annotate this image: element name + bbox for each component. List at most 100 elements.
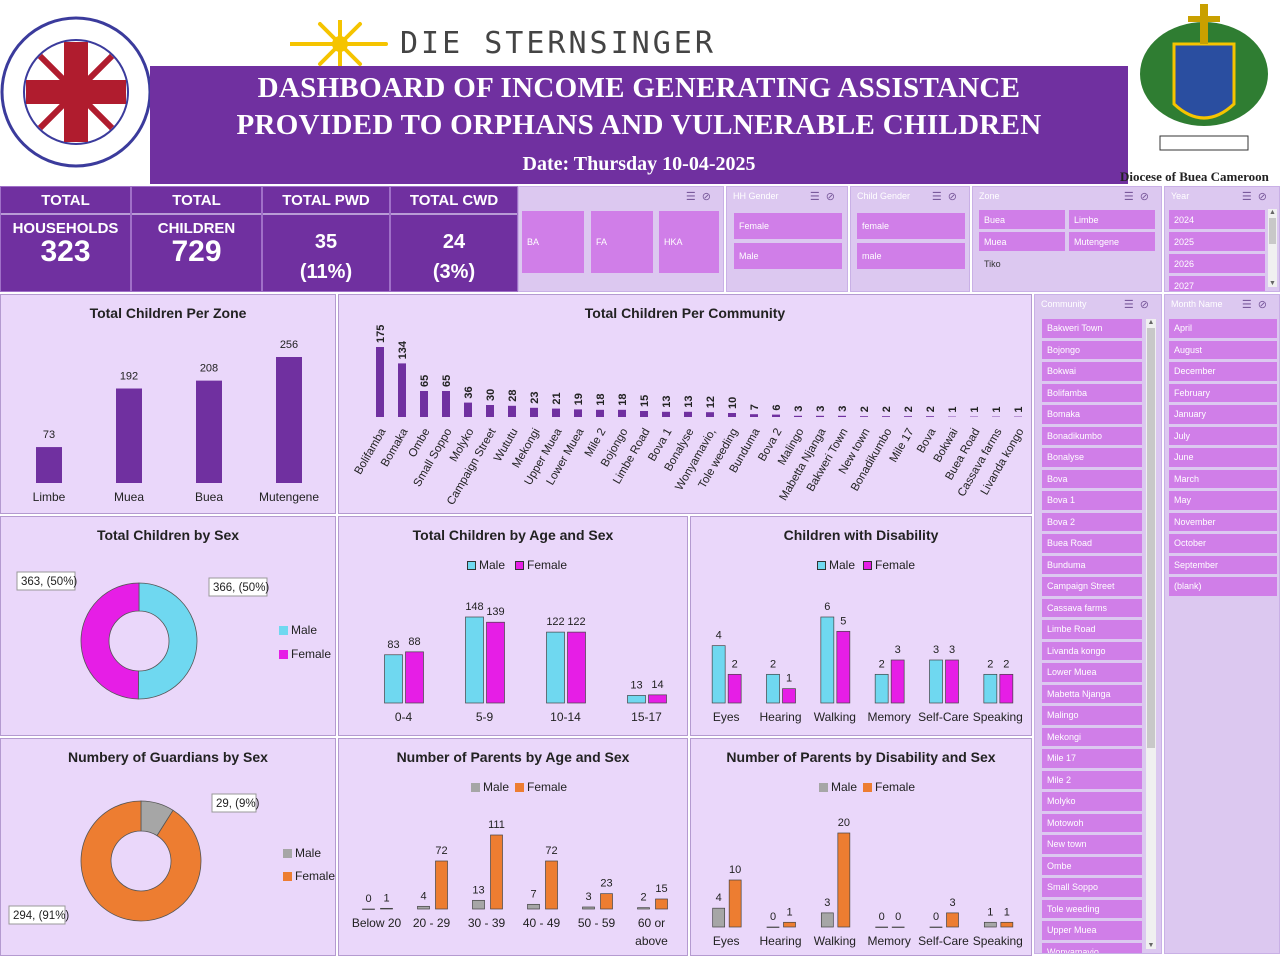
community-item[interactable]: Bomaka: [1042, 405, 1142, 424]
slicer-item-muea[interactable]: Muea: [979, 232, 1065, 251]
community-item[interactable]: Small Soppo: [1042, 878, 1142, 897]
chevron-up-icon[interactable]: ▲: [1269, 209, 1276, 216]
slicer-item-tiko[interactable]: Tiko: [984, 258, 1001, 269]
month-item[interactable]: January: [1169, 405, 1277, 424]
community-item[interactable]: Wonyamavio: [1042, 942, 1142, 953]
month-item[interactable]: October: [1169, 534, 1277, 553]
bar-male: [527, 903, 540, 910]
chart-title: Number of Parents by Age and Sex: [396, 749, 630, 765]
multi-select-icon[interactable]: ☰: [685, 191, 702, 203]
community-item[interactable]: Motowoh: [1042, 813, 1142, 832]
multi-select-icon[interactable]: ☰: [809, 191, 826, 203]
community-item[interactable]: Bokwai: [1042, 362, 1142, 381]
slicer-item-female[interactable]: female: [857, 213, 965, 239]
community-item[interactable]: New town: [1042, 835, 1142, 854]
filter-icon[interactable]: ⊘: [1257, 299, 1273, 311]
slicer-item-buea[interactable]: Buea: [979, 210, 1065, 229]
data-label: 2: [640, 892, 646, 904]
community-item[interactable]: Lower Muea: [1042, 663, 1142, 682]
community-item[interactable]: Bolifamba: [1042, 383, 1142, 402]
community-item[interactable]: Bojongo: [1042, 340, 1142, 359]
community-scrollbar[interactable]: ▲ ▼: [1146, 319, 1156, 949]
filter-icon[interactable]: ⊘: [701, 191, 717, 203]
community-item[interactable]: Limbe Road: [1042, 620, 1142, 639]
slicer-item-mutengene[interactable]: Mutengene: [1069, 232, 1155, 251]
chevron-down-icon[interactable]: ▼: [1147, 942, 1155, 949]
community-item[interactable]: Livanda kongo: [1042, 641, 1142, 660]
slicer-hh-gender: HH Gender ☰⊘ Female Male: [726, 186, 848, 292]
community-item[interactable]: Cassava farms: [1042, 598, 1142, 617]
community-item[interactable]: Bova 2: [1042, 512, 1142, 531]
community-item[interactable]: Bakweri Town: [1042, 319, 1142, 338]
data-label: 2: [879, 658, 885, 670]
slicer-item-hka[interactable]: HKA: [659, 211, 719, 273]
filter-icon[interactable]: ⊘: [1139, 299, 1155, 311]
slicer-item-male[interactable]: male: [857, 243, 965, 269]
data-label: 13: [683, 396, 695, 408]
community-item[interactable]: Mile 2: [1042, 770, 1142, 789]
data-label: 2: [925, 406, 937, 412]
slicer-item-2025[interactable]: 2025: [1169, 232, 1265, 251]
community-item[interactable]: Tole weeding: [1042, 899, 1142, 918]
slicer-item-2026[interactable]: 2026: [1169, 254, 1265, 273]
community-item[interactable]: Mekongi: [1042, 727, 1142, 746]
data-label: 4: [716, 630, 722, 642]
community-item[interactable]: Mile 17: [1042, 749, 1142, 768]
filter-icon[interactable]: ⊘: [825, 191, 841, 203]
multi-select-icon[interactable]: ☰: [1123, 299, 1140, 311]
month-item[interactable]: September: [1169, 555, 1277, 574]
community-item[interactable]: Molyko: [1042, 792, 1142, 811]
multi-select-icon[interactable]: ☰: [1123, 191, 1140, 203]
multi-select-icon[interactable]: ☰: [1241, 191, 1258, 203]
filter-icon[interactable]: ⊘: [1139, 191, 1155, 203]
year-scrollbar[interactable]: ▲ ▼: [1268, 209, 1277, 287]
scroll-thumb[interactable]: [1269, 218, 1276, 244]
month-item[interactable]: November: [1169, 512, 1277, 531]
month-item[interactable]: (blank): [1169, 577, 1277, 596]
slicer-item-2027[interactable]: 2027: [1169, 276, 1265, 291]
month-item[interactable]: March: [1169, 469, 1277, 488]
slicer-community: Community ☰⊘ Bakweri Town Bojongo Bokwai Bol…: [1034, 294, 1162, 954]
month-item[interactable]: December: [1169, 362, 1277, 381]
multi-select-icon[interactable]: ☰: [931, 191, 948, 203]
month-item[interactable]: June: [1169, 448, 1277, 467]
legend-female: Female: [283, 869, 335, 883]
community-item[interactable]: Bonadikumbo: [1042, 426, 1142, 445]
community-item[interactable]: Upper Muea: [1042, 921, 1142, 940]
chevron-down-icon[interactable]: ▼: [1269, 280, 1276, 287]
slicer-item-2024[interactable]: 2024: [1169, 210, 1265, 229]
chevron-up-icon[interactable]: ▲: [1147, 319, 1155, 326]
scroll-thumb[interactable]: [1147, 328, 1155, 748]
community-item[interactable]: Mabetta Njanga: [1042, 684, 1142, 703]
slicer-item-limbe[interactable]: Limbe: [1069, 210, 1155, 229]
filter-icon[interactable]: ⊘: [1257, 191, 1273, 203]
data-label: 4: [420, 890, 426, 902]
bar: [926, 416, 934, 417]
month-item[interactable]: May: [1169, 491, 1277, 510]
community-item[interactable]: Bonalyse: [1042, 448, 1142, 467]
filter-icon[interactable]: ⊘: [947, 191, 963, 203]
data-label: 13: [472, 884, 484, 896]
slicer-item-fa[interactable]: FA: [591, 211, 653, 273]
bar-female: [380, 907, 393, 910]
month-item[interactable]: April: [1169, 319, 1277, 338]
slicer-item-female[interactable]: Female: [734, 213, 842, 239]
community-item[interactable]: Ombe: [1042, 856, 1142, 875]
data-callout-box: [211, 793, 257, 813]
community-item[interactable]: Buea Road: [1042, 534, 1142, 553]
bar-female: [945, 659, 959, 704]
bar: [706, 412, 714, 417]
community-item[interactable]: Bova: [1042, 469, 1142, 488]
community-item[interactable]: Malingo: [1042, 706, 1142, 725]
community-item[interactable]: Bova 1: [1042, 491, 1142, 510]
month-item[interactable]: February: [1169, 383, 1277, 402]
month-item[interactable]: July: [1169, 426, 1277, 445]
multi-select-icon[interactable]: ☰: [1241, 299, 1258, 311]
community-item[interactable]: Campaign Street: [1042, 577, 1142, 596]
panel-children-by-age-sex: Total Children by Age and Sex Male Femal…: [338, 516, 688, 736]
slicer-item-ba[interactable]: BA: [522, 211, 584, 273]
month-item[interactable]: August: [1169, 340, 1277, 359]
slicer-item-male[interactable]: Male: [734, 243, 842, 269]
community-item[interactable]: Bunduma: [1042, 555, 1142, 574]
